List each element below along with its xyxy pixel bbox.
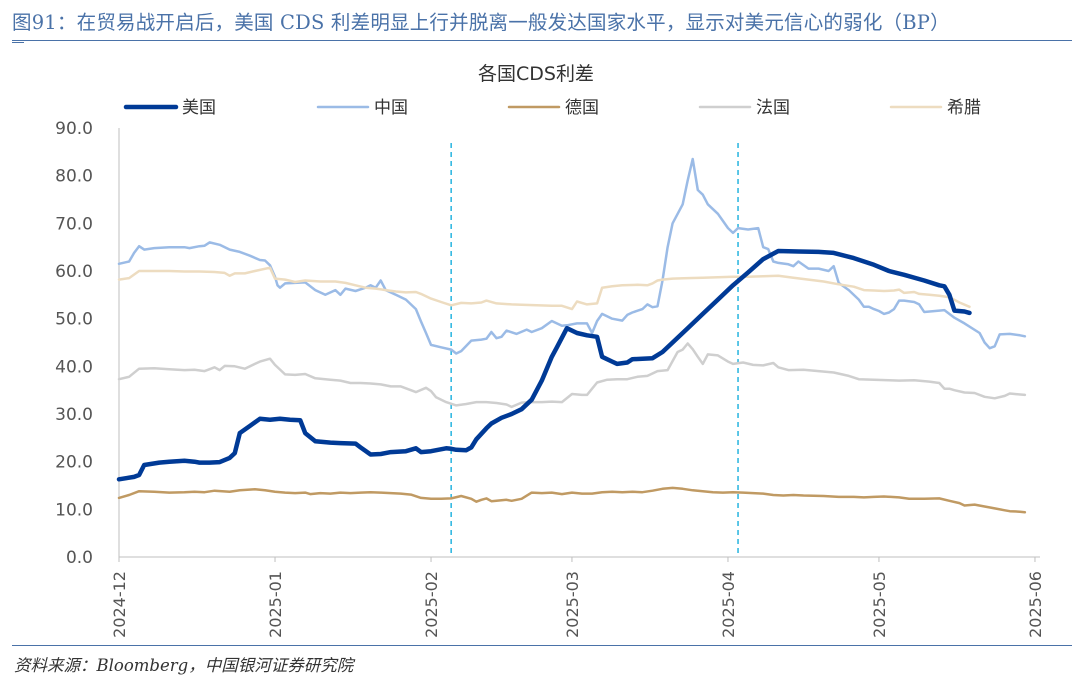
series-group — [116, 157, 1027, 514]
legend-label: 德国 — [565, 98, 599, 118]
x-axis: 2024-12 2025-01 2025-02 2025-03 2025-04 2025-… — [110, 556, 1045, 638]
series-line-1 — [117, 157, 1027, 355]
legend-label: 美国 — [182, 98, 216, 118]
legend-label: 中国 — [374, 98, 408, 118]
y-tick-label: 90.0 — [55, 119, 93, 139]
title-divider — [12, 40, 1072, 41]
legend-label: 法国 — [756, 98, 790, 118]
x-tick-label: 2025-06 — [1026, 571, 1045, 638]
x-tick-label: 2025-04 — [719, 571, 738, 638]
x-tick-label: 2025-03 — [563, 571, 582, 638]
reference-lines — [450, 143, 739, 557]
footer-divider — [12, 645, 1072, 646]
x-tick-label: 2025-01 — [266, 571, 285, 638]
title-divider-tick — [12, 42, 24, 43]
x-tick-label: 2025-05 — [870, 571, 889, 638]
y-tick-label: 50.0 — [55, 310, 93, 330]
series-line-2 — [117, 486, 1027, 514]
y-tick-label: 60.0 — [55, 262, 93, 282]
y-tick-label: 10.0 — [55, 500, 93, 520]
y-tick-label: 70.0 — [55, 214, 93, 234]
series-line-0 — [116, 248, 972, 482]
series-line-3 — [117, 342, 1027, 409]
source-note: 资料来源：Bloomberg，中国银河证券研究院 — [14, 656, 354, 675]
figure-title: 图91：在贸易战开启后，美国 CDS 利差明显上行并脱离一般发达国家水平，显示对… — [12, 11, 950, 34]
y-tick-label: 0.0 — [66, 548, 93, 568]
y-tick-label: 40.0 — [55, 357, 93, 377]
y-axis: 0.0 10.0 20.0 30.0 40.0 50.0 60.0 70.0 80.0 90.0 — [55, 119, 120, 568]
y-tick-label: 20.0 — [55, 453, 93, 473]
x-tick-label: 2024-12 — [110, 571, 129, 638]
chart-legend: 美国 中国 德国 法国 希腊 — [123, 98, 981, 118]
y-tick-label: 30.0 — [55, 405, 93, 425]
legend-label: 希腊 — [947, 98, 981, 118]
series-line-4 — [117, 266, 971, 311]
chart-title: 各国CDS利差 — [478, 63, 594, 85]
x-tick-label: 2025-02 — [422, 571, 441, 638]
y-tick-label: 80.0 — [55, 167, 93, 187]
